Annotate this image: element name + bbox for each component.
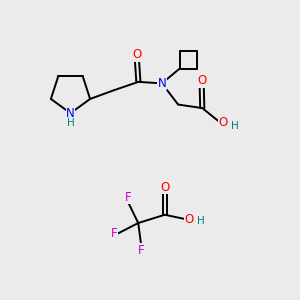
Text: O: O [132,48,142,61]
Text: O: O [219,116,228,129]
Text: O: O [197,74,206,87]
Text: F: F [124,191,131,204]
Text: N: N [158,77,166,90]
Text: N: N [66,107,75,120]
Text: H: H [197,216,205,226]
Text: O: O [160,181,169,194]
Text: H: H [67,118,74,128]
Text: F: F [138,244,145,257]
Text: O: O [184,213,194,226]
Text: H: H [231,121,239,131]
Text: F: F [110,227,117,240]
